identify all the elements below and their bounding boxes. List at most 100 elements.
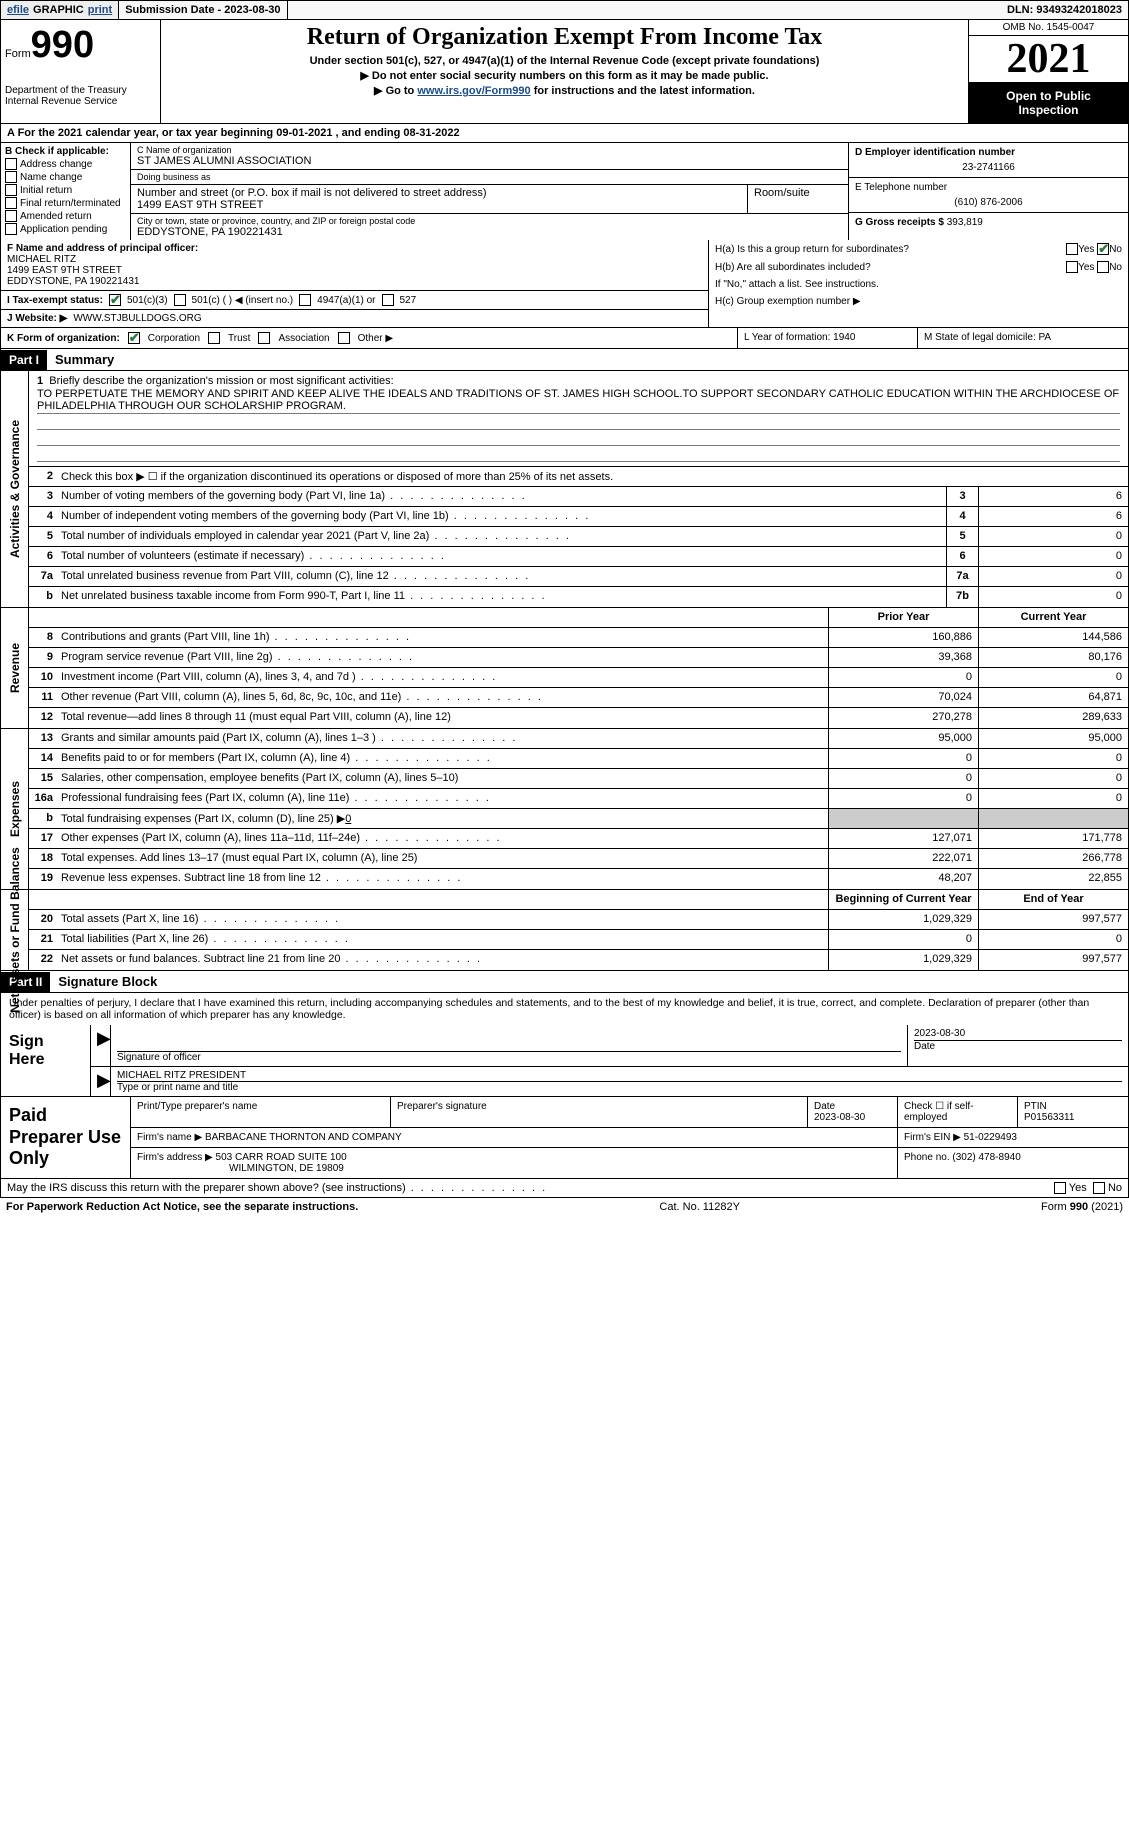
- city-value: EDDYSTONE, PA 190221431: [137, 226, 842, 238]
- phone-label: E Telephone number: [855, 182, 1122, 193]
- checkbox-ha-yes[interactable]: [1066, 243, 1078, 255]
- line-3: Number of voting members of the governin…: [57, 487, 946, 506]
- line-10: Investment income (Part VIII, column (A)…: [57, 668, 828, 687]
- paid-preparer-label: Paid Preparer Use Only: [1, 1097, 131, 1178]
- print-link[interactable]: print: [88, 4, 112, 16]
- hb-label: H(b) Are all subordinates included?: [715, 262, 1066, 273]
- side-label-net-assets: Net Assets or Fund Balances: [1, 890, 29, 970]
- checkbox-hb-no[interactable]: [1097, 261, 1109, 273]
- dba-label: Doing business as: [137, 172, 842, 182]
- section-b: B Check if applicable: Address change Na…: [1, 143, 131, 240]
- gross-receipts-value: 393,819: [947, 217, 983, 228]
- section-b-label: B Check if applicable:: [5, 146, 126, 157]
- firm-name: BARBACANE THORNTON AND COMPANY: [205, 1132, 402, 1143]
- checkbox-4947[interactable]: [299, 294, 311, 306]
- line-9: Program service revenue (Part VIII, line…: [57, 648, 828, 667]
- side-label-revenue: Revenue: [1, 608, 29, 728]
- line-19: Revenue less expenses. Subtract line 18 …: [57, 869, 828, 889]
- line-2: Check this box ▶ ☐ if the organization d…: [57, 467, 1128, 486]
- date-label: Date: [914, 1040, 1122, 1052]
- checkbox-trust[interactable]: [208, 332, 220, 344]
- line-7b: Net unrelated business taxable income fr…: [57, 587, 946, 607]
- part2-header-row: Part II Signature Block: [0, 971, 1129, 993]
- part1-header-row: Part I Summary: [0, 349, 1129, 371]
- revenue-block: Revenue Prior YearCurrent Year 8Contribu…: [0, 608, 1129, 729]
- section-k: K Form of organization: Corporation Trus…: [1, 328, 738, 348]
- omb-number: OMB No. 1545-0047: [969, 20, 1128, 36]
- section-de: D Employer identification number 23-2741…: [848, 143, 1128, 240]
- checkbox-name-change[interactable]: [5, 171, 17, 183]
- activities-governance-block: Activities & Governance 1 Briefly descri…: [0, 371, 1129, 608]
- form-word: Form: [5, 48, 31, 60]
- net-assets-block: Net Assets or Fund Balances Beginning of…: [0, 890, 1129, 971]
- gross-receipts-label: G Gross receipts $: [855, 217, 947, 228]
- line-17: Other expenses (Part IX, column (A), lin…: [57, 829, 828, 848]
- open-to-public: Open to PublicInspection: [969, 83, 1128, 123]
- form-subtitle-3: ▶ Go to www.irs.gov/Form990 for instruct…: [169, 84, 960, 97]
- top-toolbar: efile GRAPHIC print Submission Date - 20…: [0, 0, 1129, 20]
- irs-link[interactable]: www.irs.gov/Form990: [417, 85, 530, 97]
- form-header: Form 990 Department of the Treasury Inte…: [0, 20, 1129, 124]
- checkbox-address-change[interactable]: [5, 158, 17, 170]
- line-8: Contributions and grants (Part VIII, lin…: [57, 628, 828, 647]
- checkbox-hb-yes[interactable]: [1066, 261, 1078, 273]
- sig-date: 2023-08-30: [914, 1028, 1122, 1040]
- irs-label: Internal Revenue Service: [5, 96, 156, 107]
- street-label: Number and street (or P.O. box if mail i…: [137, 187, 741, 199]
- checkbox-501c3[interactable]: [109, 294, 121, 306]
- checkbox-corporation[interactable]: [128, 332, 140, 344]
- mission-text: TO PERPETUATE THE MEMORY AND SPIRIT AND …: [37, 387, 1120, 414]
- sign-here-label: Sign Here: [1, 1025, 91, 1096]
- hb-note: If "No," attach a list. See instructions…: [715, 279, 879, 290]
- side-label-governance: Activities & Governance: [1, 371, 29, 607]
- part2-title: Signature Block: [50, 971, 165, 992]
- org-info-block: B Check if applicable: Address change Na…: [0, 143, 1129, 240]
- checkbox-other[interactable]: [338, 332, 350, 344]
- line-20: Total assets (Part X, line 16): [57, 910, 828, 929]
- form-subtitle-2: ▶ Do not enter social security numbers o…: [169, 69, 960, 82]
- dept-treasury: Department of the Treasury: [5, 85, 156, 96]
- footer-right: Form 990 (2021): [1041, 1201, 1123, 1213]
- efile-link[interactable]: efile: [7, 4, 29, 16]
- checkbox-501c[interactable]: [174, 294, 186, 306]
- preparer-name-label: Print/Type preparer's name: [131, 1097, 391, 1127]
- website-value: WWW.STJBULLDOGS.ORG: [73, 313, 201, 324]
- officer-name-title: MICHAEL RITZ PRESIDENT: [117, 1070, 1122, 1082]
- checkbox-ha-no[interactable]: [1097, 243, 1109, 255]
- footer-left: For Paperwork Reduction Act Notice, see …: [6, 1201, 358, 1213]
- graphic-label: GRAPHIC: [33, 4, 84, 16]
- checkbox-initial-return[interactable]: [5, 184, 17, 196]
- checkbox-amended[interactable]: [5, 210, 17, 222]
- self-employed-check: Check ☐ if self-employed: [898, 1097, 1018, 1127]
- checkbox-527[interactable]: [382, 294, 394, 306]
- org-name: ST JAMES ALUMNI ASSOCIATION: [137, 155, 842, 167]
- line-14: Benefits paid to or for members (Part IX…: [57, 749, 828, 768]
- val-7b: 0: [978, 587, 1128, 607]
- firm-ein: 51-0229493: [964, 1132, 1017, 1143]
- line-7a: Total unrelated business revenue from Pa…: [57, 567, 946, 586]
- tax-period-row: A For the 2021 calendar year, or tax yea…: [0, 124, 1129, 143]
- paid-preparer-block: Paid Preparer Use Only Print/Type prepar…: [0, 1097, 1129, 1179]
- section-l: L Year of formation: 1940: [738, 328, 918, 348]
- ptin-value: P01563311: [1024, 1112, 1074, 1123]
- arrow-icon: ▶: [91, 1025, 111, 1066]
- dln: DLN: 93493242018023: [1001, 1, 1128, 19]
- form-number: 990: [31, 24, 94, 67]
- sign-here-block: Sign Here ▶ Signature of officer 2023-08…: [0, 1025, 1129, 1097]
- efile-graphic-print[interactable]: efile GRAPHIC print: [1, 1, 119, 19]
- section-i: I Tax-exempt status: 501(c)(3) 501(c) ( …: [1, 291, 708, 310]
- checkbox-discuss-no[interactable]: [1093, 1182, 1105, 1194]
- prior-year-hdr: Prior Year: [828, 608, 978, 627]
- line-6: Total number of volunteers (estimate if …: [57, 547, 946, 566]
- val-6: 0: [978, 547, 1128, 566]
- hc-label: H(c) Group exemption number ▶: [715, 296, 861, 307]
- checkbox-discuss-yes[interactable]: [1054, 1182, 1066, 1194]
- val-7a: 0: [978, 567, 1128, 586]
- street-value: 1499 EAST 9TH STREET: [137, 199, 741, 211]
- signature-intro: Under penalties of perjury, I declare th…: [0, 993, 1129, 1025]
- checkbox-association[interactable]: [258, 332, 270, 344]
- boy-hdr: Beginning of Current Year: [828, 890, 978, 909]
- firm-addr1: 503 CARR ROAD SUITE 100: [216, 1152, 347, 1163]
- checkbox-application-pending[interactable]: [5, 223, 17, 235]
- checkbox-final-return[interactable]: [5, 197, 17, 209]
